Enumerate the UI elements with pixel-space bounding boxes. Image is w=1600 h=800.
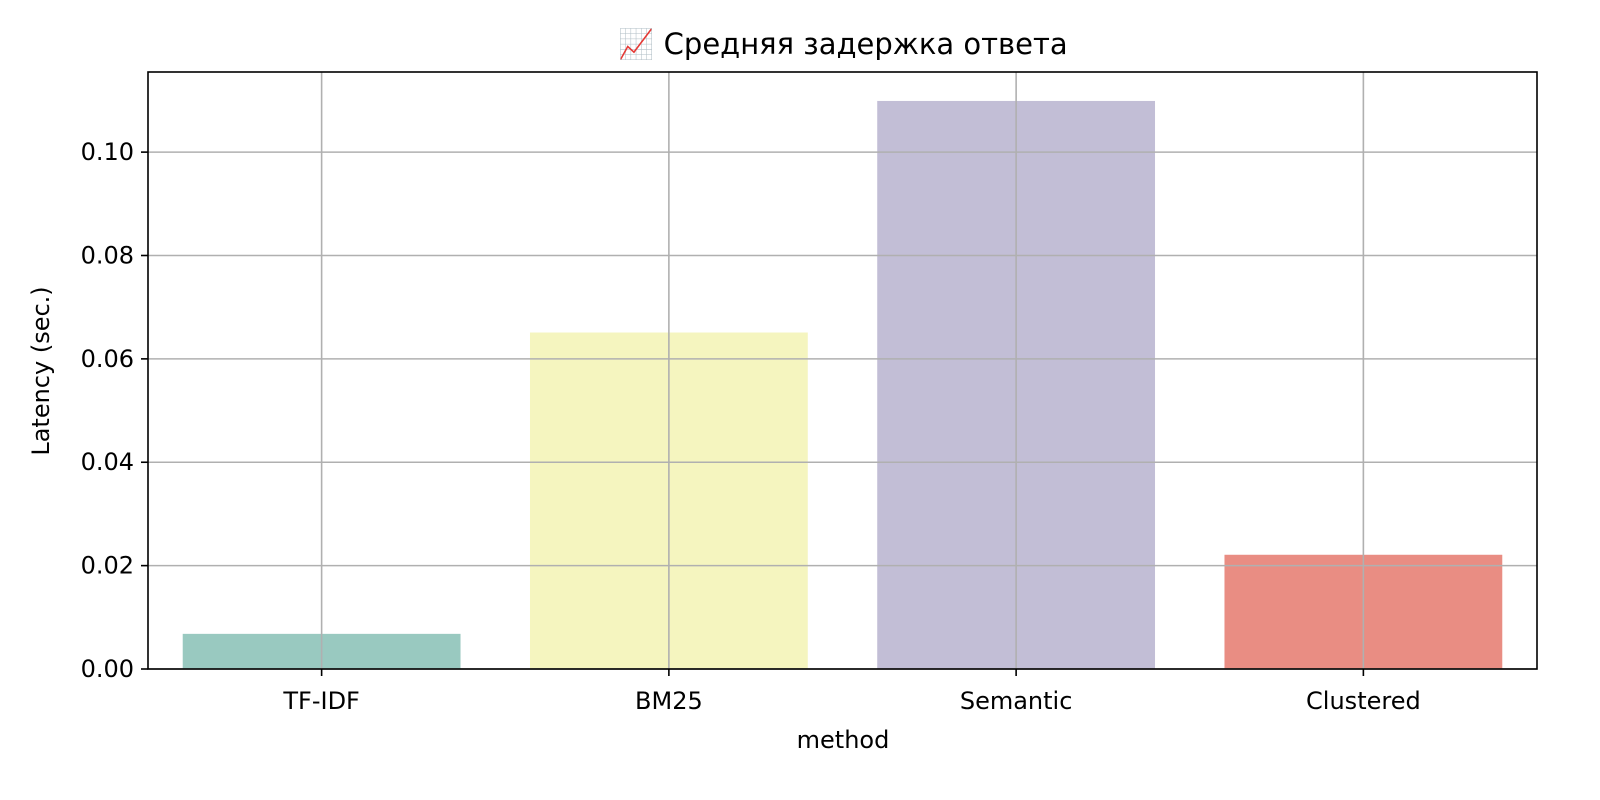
y-tick-label: 0.10 bbox=[81, 138, 134, 166]
x-tick-label: Clustered bbox=[1306, 687, 1421, 715]
x-tick-label: TF-IDF bbox=[282, 687, 360, 715]
y-tick-label: 0.08 bbox=[81, 241, 134, 269]
x-axis-label: method bbox=[797, 726, 890, 754]
y-axis-label: Latency (sec.) bbox=[27, 286, 55, 455]
y-tick-label: 0.06 bbox=[81, 345, 134, 373]
bars bbox=[182, 100, 1503, 670]
x-tick-label: Semantic bbox=[960, 687, 1073, 715]
y-tick-label: 0.02 bbox=[81, 552, 134, 580]
x-tick-label: BM25 bbox=[635, 687, 703, 715]
y-tick-label: 0.04 bbox=[81, 448, 134, 476]
y-tick-label: 0.00 bbox=[81, 655, 134, 683]
plot-frame bbox=[147, 71, 1538, 670]
ticks: 0.00 0.02 0.04 0.06 0.08 0.10 TF-IDF BM25 Semant… bbox=[81, 138, 1421, 715]
chart-title: 📈 Средняя задержка ответа bbox=[618, 27, 1067, 61]
